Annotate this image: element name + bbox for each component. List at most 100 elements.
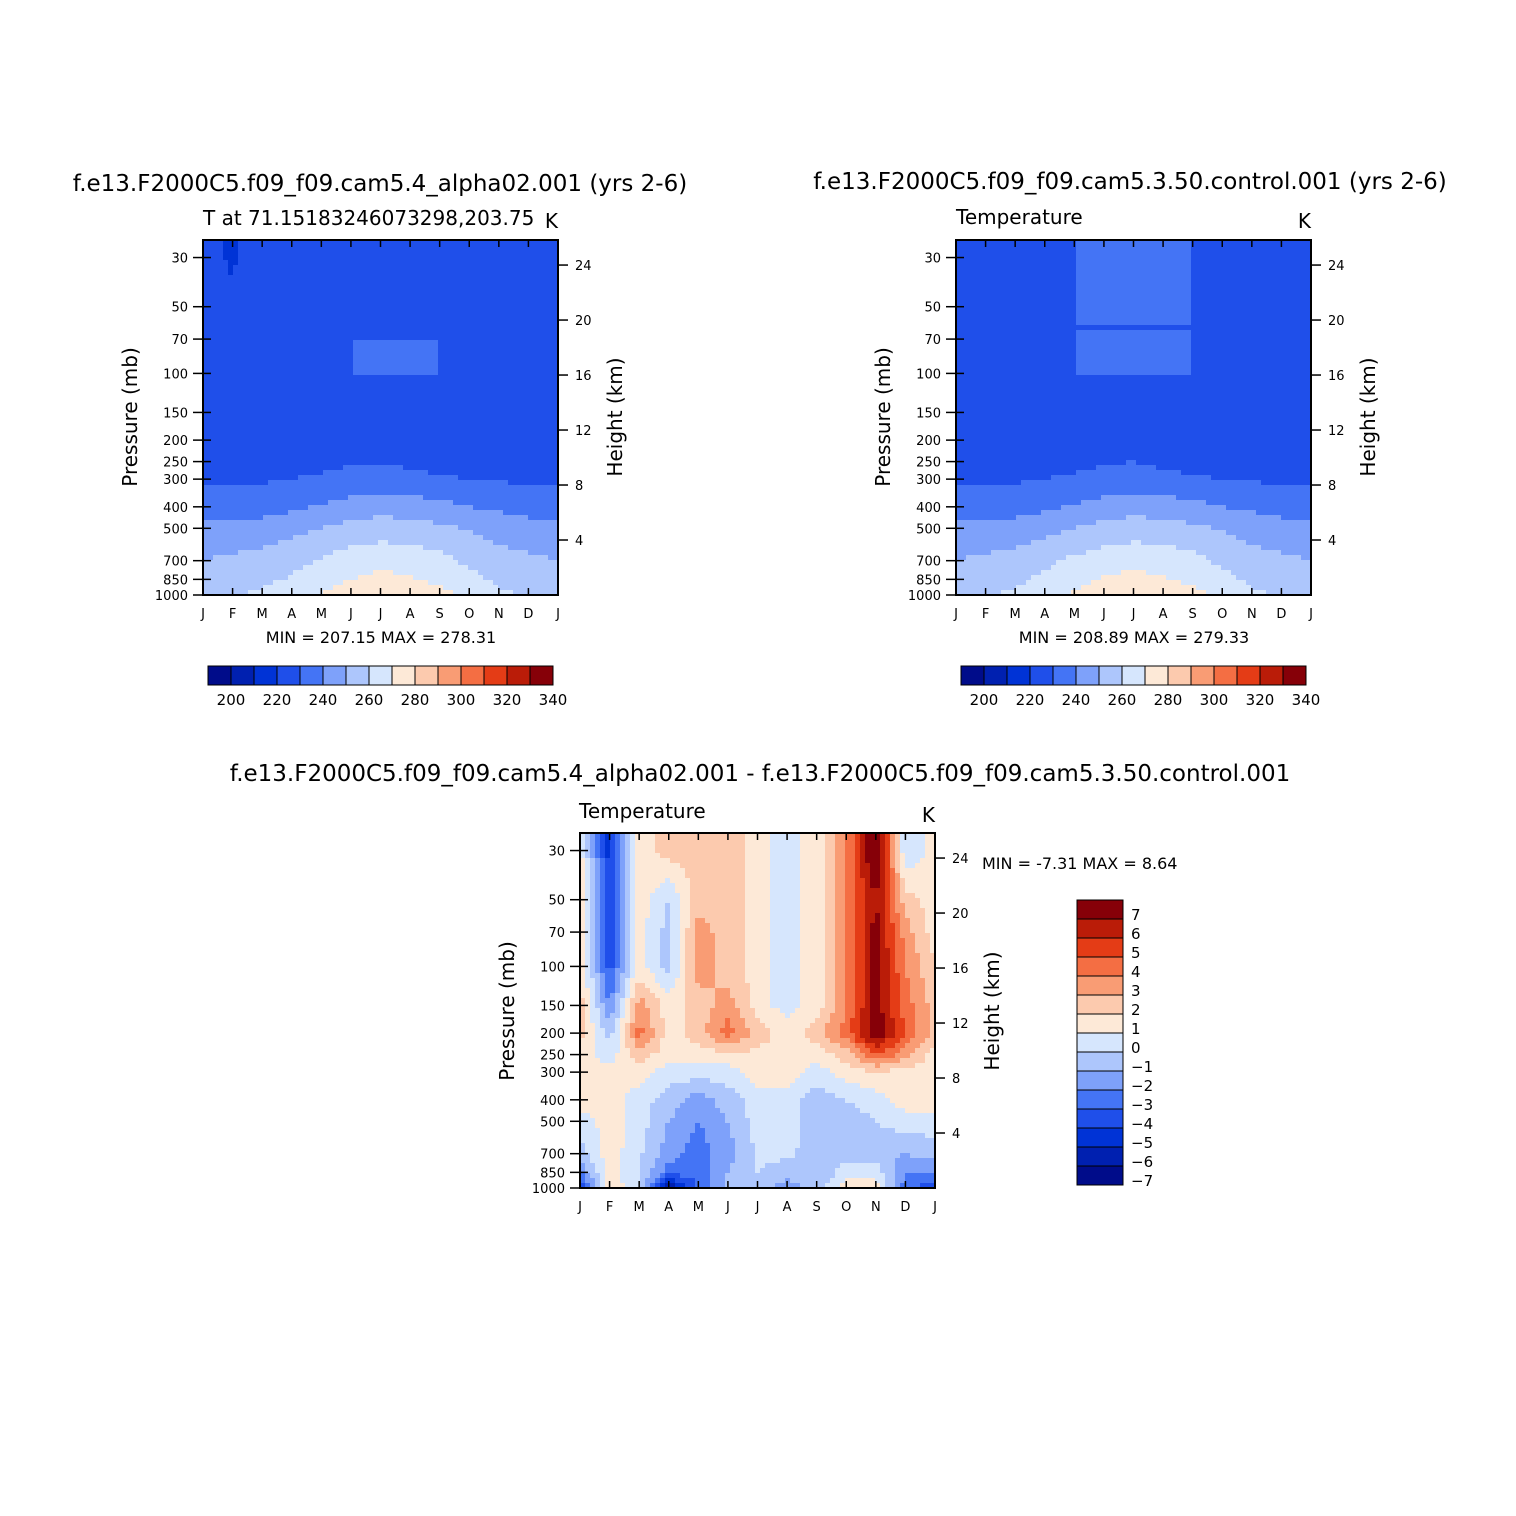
contour-cell <box>333 365 339 371</box>
contour-cell <box>243 460 249 466</box>
contour-cell <box>233 455 239 461</box>
contour-cell <box>418 555 424 561</box>
contour-cell <box>393 285 399 291</box>
contour-cell <box>333 480 339 486</box>
contour-cell <box>488 310 494 316</box>
contour-cell <box>218 580 224 586</box>
contour-cell <box>473 325 479 331</box>
contour-cell <box>303 320 309 326</box>
contour-cell <box>528 305 534 311</box>
plot-area: J F M A M J J A S O N D J305070100150200250300400500… <box>155 239 592 622</box>
contour-cell <box>468 535 474 541</box>
contour-cell <box>383 470 389 476</box>
contour-cell <box>428 290 434 296</box>
contour-cell <box>523 310 529 316</box>
contour-cell <box>363 370 369 376</box>
contour-cell <box>328 335 334 341</box>
contour-cell <box>373 280 379 286</box>
contour-cell <box>473 375 479 381</box>
contour-cell <box>553 315 558 321</box>
contour-cell <box>223 240 229 246</box>
contour-cell <box>378 340 384 346</box>
contour-cell <box>363 505 369 511</box>
contour-cell <box>518 400 524 406</box>
contour-cell <box>543 580 549 586</box>
contour-cell <box>338 355 344 361</box>
contour-cell <box>478 325 484 331</box>
contour-cell <box>268 430 274 436</box>
contour-cell <box>273 405 279 411</box>
contour-cell <box>358 460 364 466</box>
contour-cell <box>423 395 429 401</box>
contour-cell <box>233 505 239 511</box>
contour-cell <box>278 575 284 581</box>
contour-cell <box>323 380 329 386</box>
contour-cell <box>228 565 234 571</box>
contour-cell <box>458 550 464 556</box>
contour-cell <box>353 495 359 501</box>
contour-cell <box>468 250 474 256</box>
contour-cell <box>498 565 504 571</box>
contour-cell <box>368 315 374 321</box>
contour-cell <box>478 285 484 291</box>
contour-cell <box>458 525 464 531</box>
contour-cell <box>263 575 269 581</box>
contour-cell <box>368 470 374 476</box>
contour-cell <box>498 440 504 446</box>
contour-cell <box>458 530 464 536</box>
contour-cell <box>413 455 419 461</box>
contour-cell <box>463 365 469 371</box>
contour-cell <box>428 535 434 541</box>
contour-cell <box>338 285 344 291</box>
contour-cell <box>378 565 384 571</box>
contour-cell <box>338 450 344 456</box>
contour-cell <box>333 400 339 406</box>
contour-cell <box>398 320 404 326</box>
contour-cell <box>528 560 534 566</box>
contour-cell <box>268 445 274 451</box>
contour-cell <box>268 570 274 576</box>
contour-cell <box>478 550 484 556</box>
contour-cell <box>438 530 444 536</box>
contour-cell <box>483 455 489 461</box>
contour-cell <box>303 435 309 441</box>
contour-cell <box>233 300 239 306</box>
contour-cell <box>418 345 424 351</box>
contour-cell <box>273 320 279 326</box>
contour-cell <box>553 460 558 466</box>
contour-cell <box>378 445 384 451</box>
contour-cell <box>253 495 259 501</box>
contour-cell <box>358 565 364 571</box>
contour-cell <box>348 375 354 381</box>
contour-cell <box>388 475 394 481</box>
contour-cell <box>248 340 254 346</box>
contour-cell <box>448 305 454 311</box>
contour-cell <box>363 560 369 566</box>
contour-cell <box>328 540 334 546</box>
contour-cell <box>243 535 249 541</box>
contour-cell <box>503 515 509 521</box>
contour-cell <box>268 515 274 521</box>
contour-cell <box>263 280 269 286</box>
contour-cell <box>513 270 519 276</box>
contour-cell <box>503 470 509 476</box>
contour-cell <box>548 445 554 451</box>
contour-cell <box>283 280 289 286</box>
contour-cell <box>273 280 279 286</box>
contour-cell <box>353 535 359 541</box>
contour-cell <box>458 385 464 391</box>
contour-cell <box>498 495 504 501</box>
contour-cell <box>248 420 254 426</box>
contour-cell <box>498 455 504 461</box>
contour-cell <box>453 285 459 291</box>
contour-cell <box>273 430 279 436</box>
contour-cell <box>213 385 219 391</box>
contour-cell <box>413 250 419 256</box>
contour-cell <box>423 385 429 391</box>
contour-cell <box>518 405 524 411</box>
contour-cell <box>483 525 489 531</box>
contour-cell <box>368 510 374 516</box>
contour-cell <box>283 310 289 316</box>
contour-cell <box>248 240 254 246</box>
contour-cell <box>528 530 534 536</box>
